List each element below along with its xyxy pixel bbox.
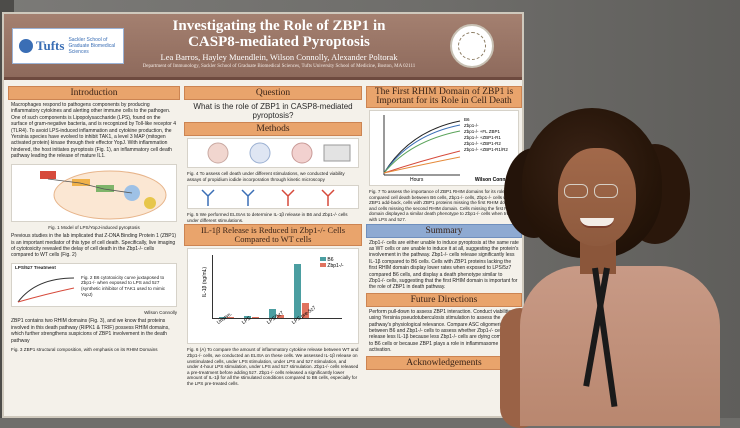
bar-lps-5z7-b6 (269, 308, 276, 319)
figure-5-caption: Fig. 5 We performed ELISAs to determine … (187, 212, 348, 223)
bar-lps-pre-5z7-b6 (294, 264, 301, 319)
cytotoxicity-curve-icon (17, 277, 75, 303)
rhim-title: The First RHIM Domain of ZBP1 is Importa… (366, 86, 522, 108)
dress (520, 266, 720, 426)
research-poster: Tufts Sackler School of Graduate Biomedi… (2, 12, 524, 418)
introduction-text-2: Previous studies in the lab implicated t… (11, 233, 177, 259)
column-methods: Question What is the role of ZBP1 in CAS… (184, 86, 362, 416)
logo-subtitle: Sackler School of Graduate Biomedical Sc… (68, 37, 116, 55)
summary-title: Summary (366, 223, 522, 238)
presenter-photo (500, 108, 740, 428)
figure-4-caption: Fig. 4 To assess cell death under differ… (187, 171, 345, 182)
bar-unstim--zbp1 (227, 317, 234, 319)
future-title: Future Directions (366, 292, 522, 307)
rhim-legend: B6 Zbp1-/- Zbp1-/- +FL ZBP1 Zbp1-/- +ZBP… (464, 117, 508, 152)
bar-lps-b6 (244, 316, 251, 319)
question-text: What is the role of ZBP1 in CASP8-mediat… (193, 102, 353, 120)
pathway-diagram-icon (40, 170, 167, 220)
logo-name: Tufts (36, 38, 65, 53)
figure-1-pathway-diagram (11, 163, 177, 222)
well-plate-icon (207, 142, 351, 164)
glasses-icon (564, 184, 588, 198)
antibody-icon (201, 189, 335, 207)
figure-2-title: LPS/5z7 Treatment (15, 264, 56, 270)
poster-header: Tufts Sackler School of Graduate Biomedi… (4, 14, 522, 80)
column-results: The First RHIM Domain of ZBP1 is Importa… (366, 86, 522, 416)
il1b-category-labels: Unstim. LPS LPS/5z7 LPS pre-5z7 (212, 305, 342, 341)
methods-title: Methods (184, 122, 362, 136)
rhim-xlabel: Hours (410, 177, 424, 183)
introduction-text: Macrophages respond to pathogens compone… (11, 102, 176, 160)
introduction-text-3: ZBP1 contains two RHIM domains (Fig. 3),… (11, 318, 170, 344)
introduction-title: Introduction (8, 86, 180, 100)
il1b-ylabel: IL-1β (ng/mL) (202, 267, 209, 298)
poster-affiliation: Department of Immunology, Sackler School… (142, 64, 416, 69)
figure-5-elisa-diagram (187, 185, 359, 210)
tufts-logo-icon (19, 39, 33, 53)
bar-lps-5z7-zbp1 (277, 314, 284, 319)
figure-1-caption: Fig. 1 Model of LPS/YopJ-induced pyropto… (48, 224, 140, 230)
poster-authors: Lea Barros, Hayley Muendlein, Wilson Con… (160, 52, 398, 62)
cell-death-curves-icon (383, 115, 461, 176)
future-text: Perform pull-down to assess ZBP1 interac… (369, 308, 514, 354)
figure-6-bar-chart: IL-1β (ng/mL) B6 Zbp1-/- Unstim. LPS LPS/5… (187, 248, 359, 345)
university-logo: Tufts Sackler School of Graduate Biomedi… (12, 28, 124, 64)
column-introduction: Introduction Macrophages respond to path… (8, 86, 180, 416)
figure-3-caption: Fig. 3 ZBP1 structural composition, with… (11, 347, 158, 353)
figure-2-credit: Wilson Connolly (144, 309, 177, 315)
bar-unstim--b6 (219, 317, 226, 319)
smile (580, 218, 614, 228)
figure-2-caption: Fig. 2 B6 cytotoxicity curve juxtaposed … (81, 274, 166, 297)
figure-7-line-chart: B6 Zbp1-/- Zbp1-/- +FL ZBP1 Zbp1-/- +ZBP… (369, 110, 519, 186)
glasses-icon (594, 184, 618, 198)
il1b-title: IL-1β Release is Reduced in Zbp1-/- Cell… (184, 224, 362, 247)
university-seal-icon (450, 24, 494, 68)
il1b-plot-area (212, 255, 342, 320)
legend-zbp1: Zbp1-/- (320, 263, 344, 269)
figure-6-caption: Fig. 6 (A) To compare the amount of infl… (187, 347, 359, 386)
bar-lps-zbp1 (252, 317, 259, 319)
summary-text: Zbp1-/- cells are either unable to induc… (369, 239, 519, 291)
rhim-credit: Wilson Connolly (474, 177, 514, 183)
figure-4-methods-diagram (187, 138, 359, 168)
poster-title: Investigating the Role of ZBP1 in CASP8-… (172, 18, 386, 50)
bar-lps-pre-5z7-zbp1 (302, 302, 309, 319)
acknowledgements-title: Acknowledgements (366, 355, 522, 370)
figure-7-caption: Fig. 7 To assess the importance of ZBP1 … (369, 189, 519, 222)
question-title: Question (184, 86, 362, 100)
il1b-legend: B6 Zbp1-/- (320, 257, 344, 269)
legend-b6: B6 (320, 257, 344, 263)
figure-2-cytotoxicity: LPS/5z7 Treatment Fig. 2 B6 cytotoxicity… (11, 262, 177, 307)
